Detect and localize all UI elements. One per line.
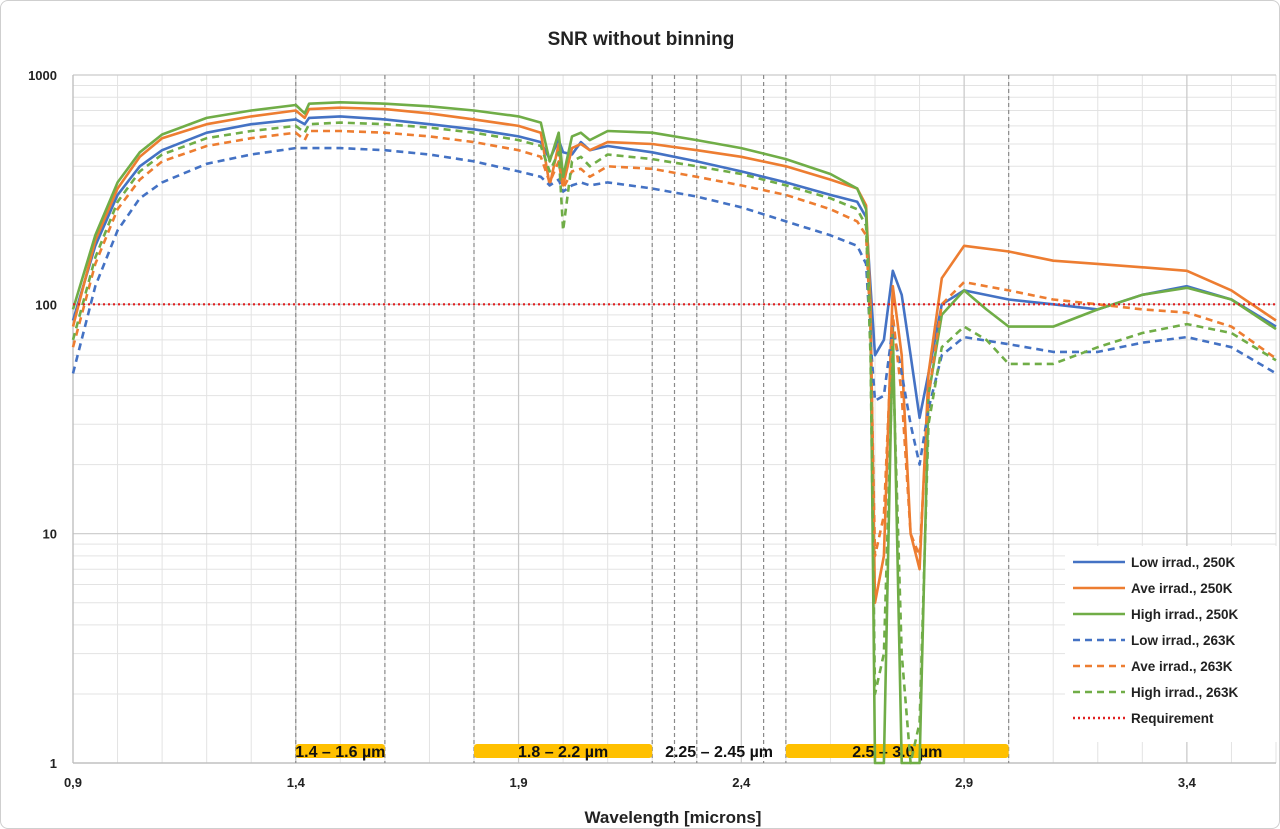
y-tick-label: 1 bbox=[50, 756, 57, 771]
band-label: 1.8 – 2.2 µm bbox=[518, 744, 608, 761]
legend-label: Ave irrad., 263K bbox=[1131, 659, 1233, 674]
legend-label: High irrad., 250K bbox=[1131, 607, 1239, 622]
x-axis-label: Wavelength [microns] bbox=[585, 808, 762, 827]
x-tick-label: 2,4 bbox=[732, 775, 751, 790]
x-tick-label: 3,4 bbox=[1178, 775, 1197, 790]
legend-label: Ave irrad., 250K bbox=[1131, 581, 1233, 596]
data-series bbox=[71, 101, 1277, 765]
legend-label: Requirement bbox=[1131, 711, 1214, 726]
y-tick-label: 1000 bbox=[28, 68, 57, 83]
x-tick-label: 0,9 bbox=[64, 775, 82, 790]
y-tick-label: 100 bbox=[35, 297, 57, 312]
x-tick-label: 2,9 bbox=[955, 775, 973, 790]
series-line bbox=[71, 106, 1277, 604]
x-axis-ticks: 0,9 1,4 1,9 2,4 2,9 3,4 bbox=[64, 775, 1197, 790]
legend-box bbox=[1065, 546, 1279, 742]
series-line bbox=[71, 121, 1277, 765]
y-tick-label: 10 bbox=[43, 527, 57, 542]
band-bar bbox=[295, 744, 385, 758]
band-bar bbox=[474, 744, 653, 758]
legend-label: Low irrad., 263K bbox=[1131, 633, 1236, 648]
x-tick-label: 1,9 bbox=[510, 775, 528, 790]
band-label: 2.25 – 2.45 µm bbox=[665, 744, 773, 761]
series-line bbox=[71, 115, 1277, 420]
chart-title: SNR without binning bbox=[548, 29, 735, 50]
legend-label: Low irrad., 250K bbox=[1131, 555, 1236, 570]
x-tick-label: 1,4 bbox=[287, 775, 306, 790]
legend-label: High irrad., 263K bbox=[1131, 685, 1239, 700]
legend: Low irrad., 250K Ave irrad., 250K High irr… bbox=[1065, 546, 1279, 742]
series-line bbox=[71, 101, 1277, 765]
series-line bbox=[71, 146, 1277, 466]
band-label: 1.4 – 1.6 µm bbox=[295, 744, 385, 761]
band-bar bbox=[785, 744, 1009, 758]
wavelength-bands: 1.4 – 1.6 µm 1.8 – 2.2 µm 2.25 – 2.45 µm 2.… bbox=[295, 744, 1009, 761]
band-label: 2.5 – 3.0 µm bbox=[852, 744, 942, 761]
y-axis-ticks: 1 10 100 1000 bbox=[28, 68, 57, 771]
